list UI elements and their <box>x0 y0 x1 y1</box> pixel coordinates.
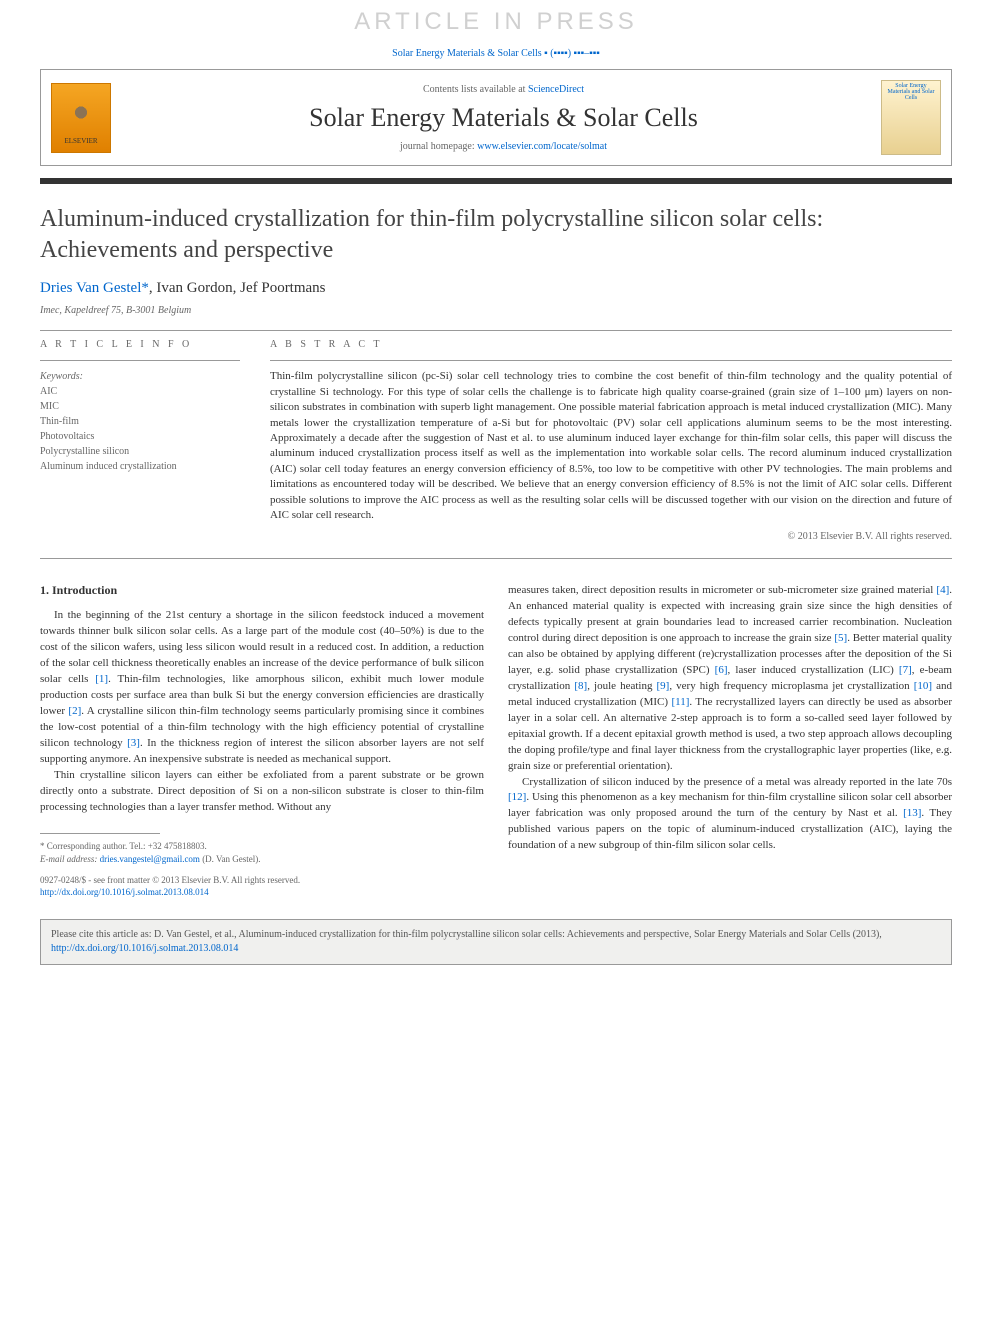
footnote-separator <box>40 833 160 834</box>
journal-name: Solar Energy Materials & Solar Cells <box>126 103 881 133</box>
ref-link[interactable]: [9] <box>657 680 670 692</box>
citation-box: Please cite this article as: D. Van Gest… <box>40 919 952 965</box>
text: , joule heating <box>587 680 656 692</box>
header-divider-bar <box>40 178 952 184</box>
author-2: Ivan Gordon <box>156 280 232 296</box>
article-body: Aluminum-induced crystallization for thi… <box>0 204 992 899</box>
ref-link[interactable]: [11] <box>671 696 689 708</box>
citation-text: Please cite this article as: D. Van Gest… <box>51 929 882 940</box>
email-name: (D. Van Gestel). <box>200 854 261 864</box>
ref-link[interactable]: [7] <box>899 664 912 676</box>
text: . Using this phenomenon as a key mechani… <box>508 791 952 819</box>
article-in-press-watermark: ARTICLE IN PRESS <box>0 0 992 44</box>
issn-footnote: 0927-0248/$ - see front matter © 2013 El… <box>40 874 484 887</box>
body-paragraph: Thin crystalline silicon layers can eith… <box>40 768 484 816</box>
ref-link[interactable]: [10] <box>914 680 932 692</box>
elsevier-logo: ELSEVIER <box>51 83 111 153</box>
divider <box>40 330 952 331</box>
divider <box>40 360 240 361</box>
abstract-heading: A B S T R A C T <box>270 339 952 350</box>
divider <box>270 360 952 361</box>
top-citation: Solar Energy Materials & Solar Cells ▪ (… <box>0 44 992 69</box>
ref-link[interactable]: [5] <box>834 632 847 644</box>
email-footnote: E-mail address: dries.vangestel@gmail.co… <box>40 853 484 866</box>
ref-link[interactable]: [8] <box>574 680 587 692</box>
contents-line: Contents lists available at ScienceDirec… <box>126 84 881 95</box>
article-info-col: A R T I C L E I N F O Keywords: AIC MIC … <box>40 339 240 542</box>
right-column: measures taken, direct deposition result… <box>508 583 952 899</box>
text: Crystallization of silicon induced by th… <box>522 776 952 788</box>
ref-link[interactable]: [13] <box>903 807 921 819</box>
doi-link[interactable]: http://dx.doi.org/10.1016/j.solmat.2013.… <box>40 887 209 897</box>
homepage-link[interactable]: www.elsevier.com/locate/solmat <box>477 141 607 152</box>
ref-link[interactable]: [1] <box>95 673 108 685</box>
text: , laser induced crystallization (LIC) <box>728 664 899 676</box>
doi-footnote: http://dx.doi.org/10.1016/j.solmat.2013.… <box>40 886 484 899</box>
ref-link[interactable]: [3] <box>127 737 140 749</box>
left-column: 1. Introduction In the beginning of the … <box>40 583 484 899</box>
keyword: Thin-film <box>40 414 240 429</box>
keyword: AIC <box>40 384 240 399</box>
elsevier-label: ELSEVIER <box>64 137 97 145</box>
article-info-heading: A R T I C L E I N F O <box>40 339 240 350</box>
abstract-text: Thin-film polycrystalline silicon (pc-Si… <box>270 369 952 523</box>
email-link[interactable]: dries.vangestel@gmail.com <box>100 854 200 864</box>
article-title: Aluminum-induced crystallization for thi… <box>40 204 952 266</box>
divider <box>40 558 952 559</box>
keyword: Aluminum induced crystallization <box>40 459 240 474</box>
section-1-heading: 1. Introduction <box>40 583 484 598</box>
homepage-line: journal homepage: www.elsevier.com/locat… <box>126 141 881 152</box>
keyword: Photovoltaics <box>40 429 240 444</box>
ref-link[interactable]: [4] <box>936 584 949 596</box>
email-label: E-mail address: <box>40 854 100 864</box>
ref-link[interactable]: [12] <box>508 791 526 803</box>
author-1[interactable]: Dries Van Gestel <box>40 280 141 296</box>
ref-link[interactable]: [2] <box>68 705 81 717</box>
text: , very high frequency microplasma jet cr… <box>669 680 913 692</box>
copyright-line: © 2013 Elsevier B.V. All rights reserved… <box>270 531 952 542</box>
body-paragraph: In the beginning of the 21st century a s… <box>40 608 484 767</box>
abstract-col: A B S T R A C T Thin-film polycrystallin… <box>270 339 952 542</box>
author-3: Jef Poortmans <box>240 280 325 296</box>
ref-link[interactable]: [6] <box>715 664 728 676</box>
corresponding-mark: * <box>141 280 149 296</box>
corresponding-footnote: * Corresponding author. Tel.: +32 475818… <box>40 840 484 853</box>
citation-doi-link[interactable]: http://dx.doi.org/10.1016/j.solmat.2013.… <box>51 943 238 954</box>
text: measures taken, direct deposition result… <box>508 584 936 596</box>
affiliation: Imec, Kapeldreef 75, B-3001 Belgium <box>40 305 952 316</box>
contents-prefix: Contents lists available at <box>423 84 528 95</box>
keyword: Polycrystalline silicon <box>40 444 240 459</box>
keywords-label: Keywords: <box>40 371 240 382</box>
keyword: MIC <box>40 399 240 414</box>
journal-header: ELSEVIER Contents lists available at Sci… <box>40 69 952 166</box>
elsevier-tree-icon <box>61 90 101 135</box>
journal-cover-thumbnail: Solar Energy Materials and Solar Cells <box>881 80 941 155</box>
header-center: Contents lists available at ScienceDirec… <box>126 84 881 152</box>
body-columns: 1. Introduction In the beginning of the … <box>40 583 952 899</box>
body-paragraph: measures taken, direct deposition result… <box>508 583 952 774</box>
info-abstract-row: A R T I C L E I N F O Keywords: AIC MIC … <box>40 339 952 542</box>
authors-line: Dries Van Gestel*, Ivan Gordon, Jef Poor… <box>40 280 952 297</box>
homepage-prefix: journal homepage: <box>400 141 477 152</box>
sciencedirect-link[interactable]: ScienceDirect <box>528 84 584 95</box>
body-paragraph: Crystallization of silicon induced by th… <box>508 775 952 855</box>
